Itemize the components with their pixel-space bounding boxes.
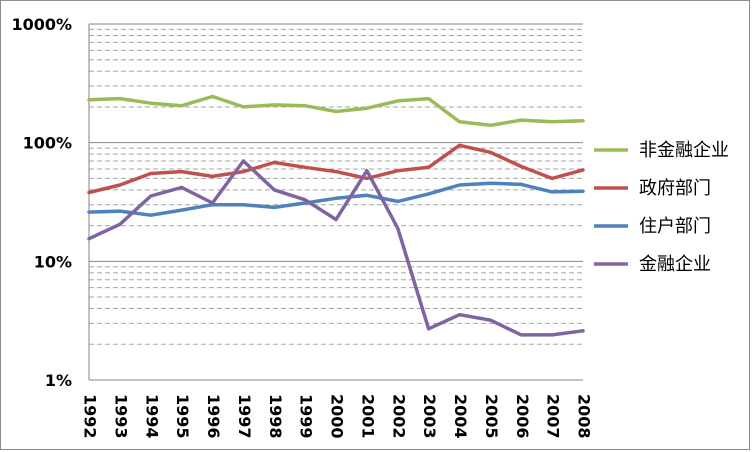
x-tick-label: 1995 [173,394,192,439]
x-tick-label: 1998 [266,394,285,439]
gridlines [89,23,583,381]
x-tick-label: 2005 [482,394,501,439]
x-tick-label: 1996 [204,394,223,439]
y-tick-label: 10% [34,252,72,271]
legend-label: 非金融企业 [639,140,729,161]
x-tick-label: 2007 [544,394,563,439]
x-tick-label: 2000 [328,394,347,439]
legend-label: 政府部门 [639,178,711,199]
axes [88,24,583,381]
x-tick-label: 1994 [142,394,161,439]
y-tick-label: 1000% [11,15,72,34]
x-tick-label: 1999 [297,394,316,439]
series-line [87,181,585,217]
x-tick-label: 2004 [451,394,470,439]
x-tick-label: 2006 [513,394,532,439]
x-tick-label: 2003 [420,394,439,439]
x-tick-label: 1992 [81,394,100,439]
x-tick-label: 2008 [575,394,594,439]
y-axis-tick-labels: 1% 10% 100% 1000% [11,15,72,390]
x-tick-label: 1993 [111,394,130,439]
y-tick-label: 1% [45,371,72,390]
series-line [87,159,585,337]
x-tick-label: 1997 [235,394,254,439]
x-axis-tick-labels: 1992 1993 1994 1995 1996 1997 1998 1999 2000 2001… [81,394,594,439]
series-line [87,94,585,128]
y-tick-label: 100% [23,134,72,153]
series-line [87,143,585,195]
series-lines [87,94,585,337]
legend-label: 住户部门 [639,216,711,237]
x-tick-label: 2002 [389,394,408,439]
x-tick-label: 2001 [358,394,377,439]
legend-label: 金融企业 [639,254,711,275]
